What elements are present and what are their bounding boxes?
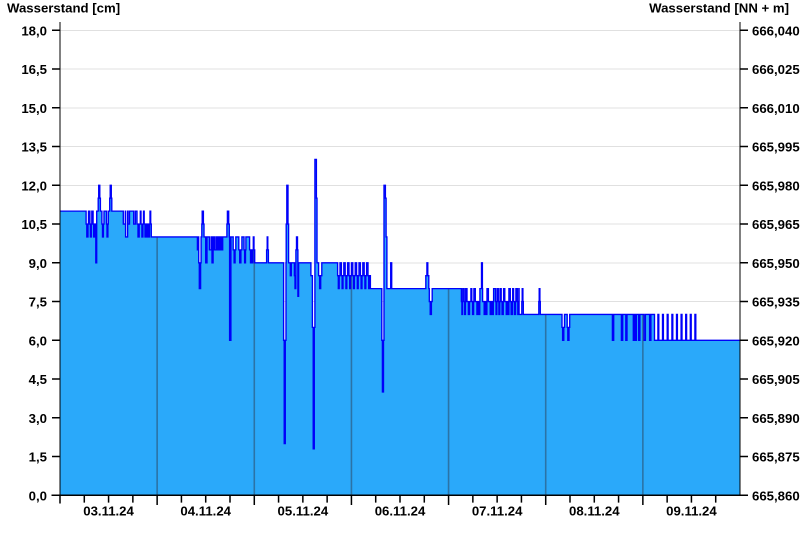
svg-text:3,0: 3,0 <box>29 411 47 426</box>
svg-text:665,980: 665,980 <box>752 178 800 193</box>
svg-text:666,025: 666,025 <box>752 62 800 77</box>
svg-text:16,5: 16,5 <box>21 62 47 77</box>
svg-text:05.11.24: 05.11.24 <box>278 504 329 519</box>
svg-text:665,995: 665,995 <box>752 140 800 155</box>
svg-text:18,0: 18,0 <box>21 23 47 38</box>
svg-text:665,860: 665,860 <box>752 488 800 503</box>
svg-text:4,5: 4,5 <box>29 372 47 387</box>
svg-text:10,5: 10,5 <box>21 217 47 232</box>
svg-text:Wasserstand [cm]: Wasserstand [cm] <box>7 1 120 16</box>
svg-text:1,5: 1,5 <box>29 450 47 465</box>
svg-text:12,0: 12,0 <box>21 178 47 193</box>
svg-text:Wasserstand [NN + m]: Wasserstand [NN + m] <box>649 1 789 16</box>
svg-text:13,5: 13,5 <box>21 140 47 155</box>
svg-text:666,010: 666,010 <box>752 101 800 116</box>
svg-text:7,5: 7,5 <box>29 295 47 310</box>
svg-text:09.11.24: 09.11.24 <box>666 504 717 519</box>
svg-text:666,040: 666,040 <box>752 23 800 38</box>
svg-text:0,0: 0,0 <box>29 488 47 503</box>
svg-text:665,965: 665,965 <box>752 217 800 232</box>
svg-text:665,890: 665,890 <box>752 411 800 426</box>
svg-text:9,0: 9,0 <box>29 256 47 271</box>
svg-text:08.11.24: 08.11.24 <box>569 504 620 519</box>
svg-text:07.11.24: 07.11.24 <box>472 504 523 519</box>
svg-text:6,0: 6,0 <box>29 333 47 348</box>
svg-text:665,935: 665,935 <box>752 295 800 310</box>
svg-text:665,950: 665,950 <box>752 256 800 271</box>
svg-text:665,875: 665,875 <box>752 450 800 465</box>
svg-text:665,920: 665,920 <box>752 333 800 348</box>
svg-text:06.11.24: 06.11.24 <box>375 504 426 519</box>
svg-text:03.11.24: 03.11.24 <box>83 504 134 519</box>
svg-text:665,905: 665,905 <box>752 372 800 387</box>
svg-text:04.11.24: 04.11.24 <box>180 504 231 519</box>
svg-text:15,0: 15,0 <box>21 101 47 116</box>
